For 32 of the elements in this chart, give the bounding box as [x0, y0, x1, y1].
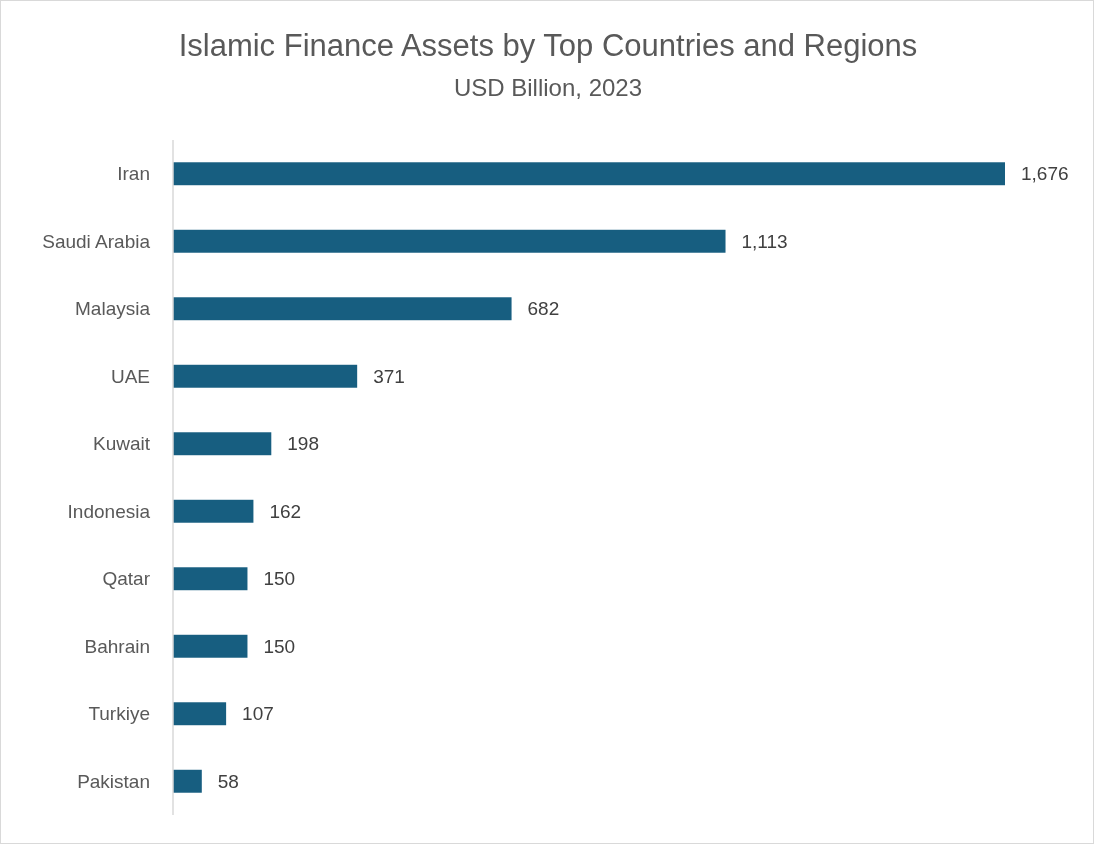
- y-tick-label: Turkiye: [88, 703, 150, 725]
- bar: [173, 567, 248, 591]
- data-label: 150: [263, 635, 296, 657]
- bar: [173, 364, 358, 388]
- data-label: 682: [527, 298, 560, 320]
- bar: [173, 432, 272, 456]
- data-label: 371: [373, 365, 405, 387]
- data-label: 198: [287, 433, 319, 455]
- data-label: 1,676: [1021, 163, 1069, 185]
- y-tick-label: Saudi Arabia: [42, 230, 151, 252]
- bar: [173, 634, 248, 658]
- data-label: 162: [269, 500, 302, 522]
- bar: [173, 499, 254, 523]
- data-label: 150: [263, 568, 296, 590]
- y-tick-label: Qatar: [102, 568, 151, 590]
- data-label: 1,113: [741, 230, 788, 252]
- chart-subtitle: USD Billion, 2023: [453, 74, 643, 101]
- data-label: 107: [242, 703, 274, 725]
- y-tick-label: Bahrain: [84, 635, 150, 657]
- bar: [173, 229, 726, 253]
- y-tick-label: Iran: [117, 163, 150, 185]
- y-tick-label: Indonesia: [67, 500, 151, 522]
- y-tick-label: Kuwait: [92, 433, 151, 455]
- y-tick-label: UAE: [110, 365, 150, 387]
- chart-title: Islamic Finance Assets by Top Countries and Regions: [178, 28, 918, 63]
- data-label: 58: [217, 770, 239, 792]
- y-tick-label: Pakistan: [77, 770, 150, 792]
- bar: [173, 297, 512, 321]
- y-tick-label: Malaysia: [75, 298, 151, 320]
- bar: [173, 769, 202, 793]
- bar: [173, 162, 1005, 186]
- bar: [173, 702, 227, 726]
